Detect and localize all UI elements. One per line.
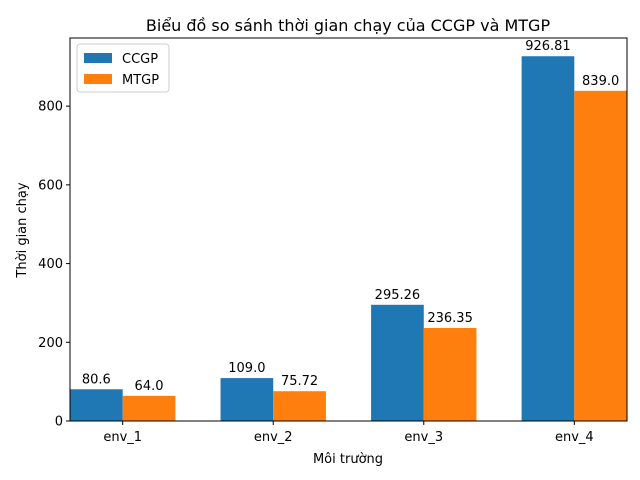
bar-mtgp-env_2 [273, 391, 326, 421]
x-axis: env_1 env_2 env_3 env_4 [103, 421, 594, 445]
y-tick-label: 0 [55, 415, 63, 430]
bar-label-mtgp-env_4: 839.0 [582, 74, 619, 89]
x-tick-label-env_1: env_1 [103, 430, 142, 445]
bar-mtgp-env_1 [122, 395, 176, 421]
x-tick-label-env_2: env_2 [254, 430, 293, 445]
legend: CCGP MTGP [76, 43, 170, 93]
y-tick-label: 200 [38, 336, 63, 351]
bar-ccgp-env_1 [70, 389, 123, 421]
legend-label-ccgp: CCGP [122, 52, 158, 67]
bar-ccgp-env_2 [220, 378, 274, 421]
plot-frame [69, 37, 628, 422]
bar-ccgp-env_4 [521, 56, 575, 421]
y-axis: 0 200 400 600 800 [38, 100, 70, 430]
bar-label-mtgp-env_2: 75.72 [281, 374, 318, 389]
bar-mtgp-env_3 [423, 327, 477, 421]
x-tick-label-env_4: env_4 [555, 430, 594, 445]
bars-layer [70, 56, 627, 421]
bar-labels-layer: 80.6 109.0 295.26 926.81 64.0 75.72 236.35 839.… [82, 39, 619, 394]
x-tick-label-env_3: env_3 [404, 430, 443, 445]
bar-label-ccgp-env_4: 926.81 [525, 39, 571, 54]
x-axis-label: Môi trường [313, 452, 383, 467]
y-tick-label: 600 [38, 178, 63, 193]
bar-label-ccgp-env_2: 109.0 [228, 361, 265, 376]
bar-label-ccgp-env_1: 80.6 [82, 372, 111, 387]
legend-swatch-ccgp [84, 53, 112, 63]
bar-ccgp-env_3 [371, 304, 424, 421]
bar-label-mtgp-env_3: 236.35 [427, 311, 473, 326]
bar-label-mtgp-env_1: 64.0 [135, 379, 164, 394]
chart-title: Biểu đồ so sánh thời gian chạy của CCGP … [146, 16, 551, 35]
bar-mtgp-env_4 [574, 90, 627, 421]
y-tick-label: 800 [38, 100, 63, 115]
bar-label-ccgp-env_3: 295.26 [375, 288, 421, 303]
legend-label-mtgp: MTGP [122, 73, 159, 88]
legend-swatch-mtgp [84, 74, 112, 84]
y-axis-label: Thời gian chạy [15, 182, 30, 278]
y-tick-label: 400 [38, 257, 63, 272]
